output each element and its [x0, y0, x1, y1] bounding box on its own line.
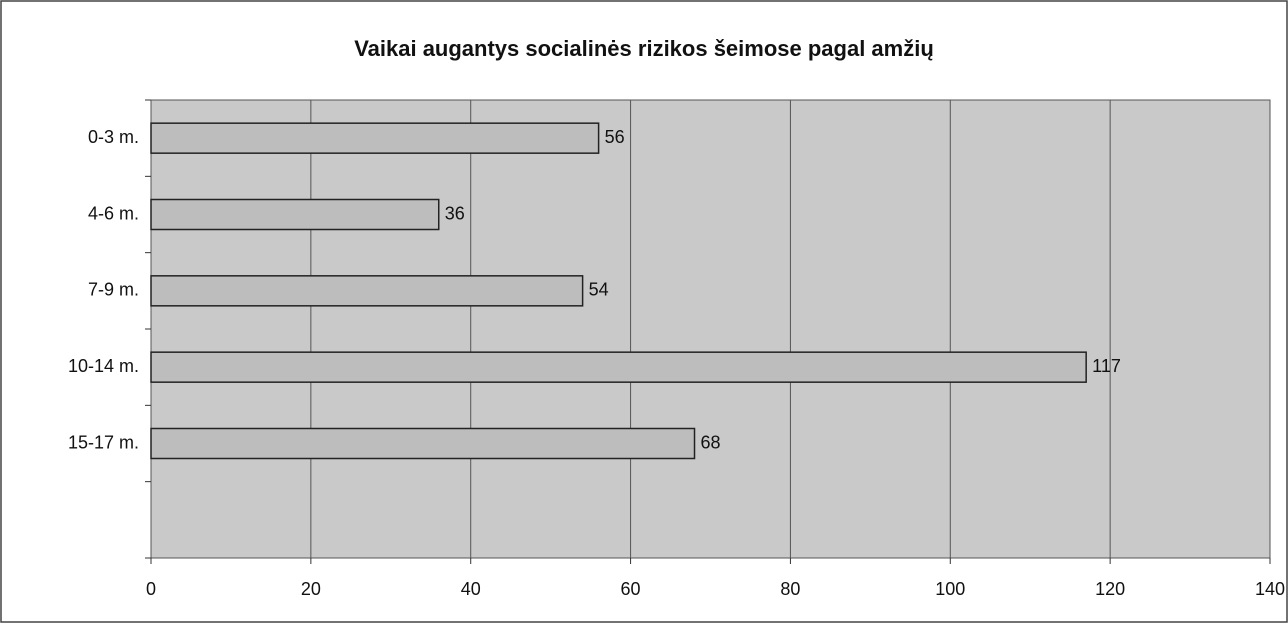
- data-label: 36: [445, 203, 465, 223]
- x-tick-label: 100: [935, 579, 965, 599]
- chart-title: Vaikai augantys socialinės rizikos šeimo…: [354, 36, 934, 61]
- bar: [150, 351, 1087, 383]
- x-tick-label: 60: [621, 579, 641, 599]
- y-tick-label: 4-6 m.: [88, 203, 139, 223]
- bar: [150, 198, 440, 231]
- y-tick-label: 10-14 m.: [68, 356, 139, 376]
- data-label: 117: [1092, 356, 1121, 376]
- x-tick-label: 0: [146, 579, 156, 599]
- data-label: 68: [701, 432, 721, 452]
- bar: [150, 275, 584, 307]
- x-tick-label: 80: [780, 579, 800, 599]
- bar: [150, 122, 600, 154]
- y-tick-label: 7-9 m.: [88, 280, 139, 300]
- y-tick-label: 0-3 m.: [88, 127, 139, 147]
- x-tick-label: 120: [1095, 579, 1125, 599]
- plot-area: [150, 99, 1271, 559]
- data-label: 56: [605, 127, 625, 147]
- bar: [150, 427, 696, 460]
- x-tick-label: 140: [1255, 579, 1285, 599]
- data-label: 54: [589, 280, 609, 300]
- x-tick-label: 40: [461, 579, 481, 599]
- y-tick-label: 15-17 m.: [68, 432, 139, 452]
- x-tick-label: 20: [301, 579, 321, 599]
